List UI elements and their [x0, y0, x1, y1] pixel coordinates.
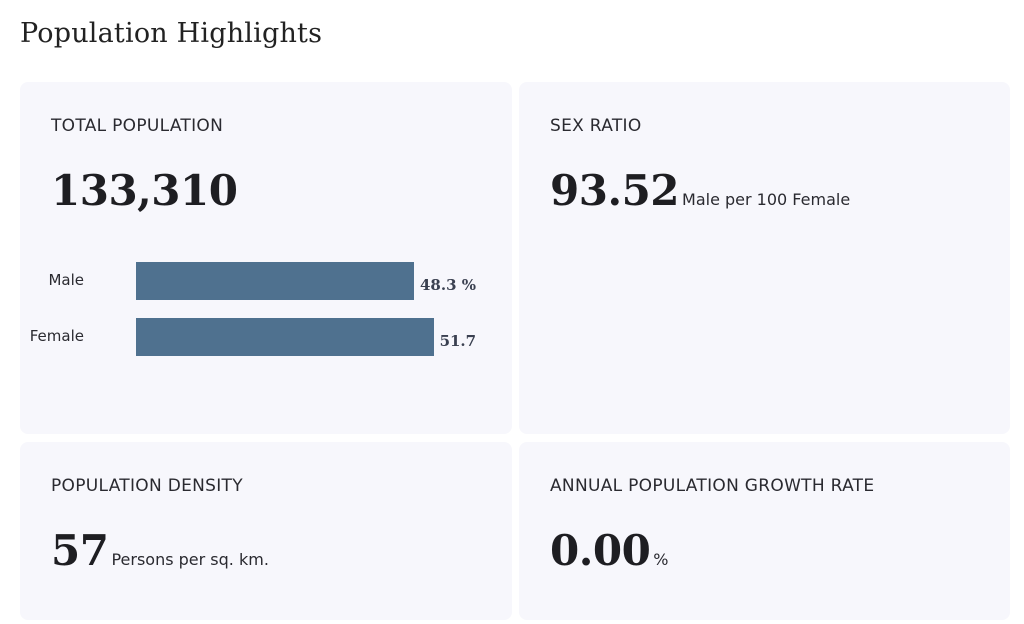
bar-label-male: Male: [48, 271, 84, 289]
sex-ratio-label: SEX RATIO: [550, 116, 642, 136]
gender-bar-chart: Male 48.3 % Female 51.7 %: [20, 252, 512, 372]
bar-female: [136, 318, 434, 356]
growth-rate-unit: %: [653, 550, 669, 569]
population-density-card: POPULATION DENSITY 57 Persons per sq. km…: [20, 442, 512, 620]
growth-rate-value: 0.00: [550, 526, 651, 575]
sex-ratio-card: SEX RATIO 93.52 Male per 100 Female: [519, 82, 1010, 434]
growth-rate-label: ANNUAL POPULATION GROWTH RATE: [550, 476, 875, 496]
sex-ratio-unit: Male per 100 Female: [682, 190, 851, 209]
bar-label-female: Female: [29, 327, 84, 345]
growth-rate-value-row: 0.00 %: [550, 526, 669, 575]
bar-male: [136, 262, 414, 300]
total-population-value: 133,310: [51, 166, 238, 215]
total-population-label: TOTAL POPULATION: [51, 116, 224, 136]
growth-rate-card: ANNUAL POPULATION GROWTH RATE 0.00 %: [519, 442, 1010, 620]
population-density-label: POPULATION DENSITY: [51, 476, 243, 496]
population-density-value: 57: [51, 526, 109, 575]
sex-ratio-value: 93.52: [550, 166, 680, 215]
gender-bar-chart-area: Male 48.3 % Female 51.7 %: [20, 252, 480, 372]
population-density-unit: Persons per sq. km.: [111, 550, 269, 569]
bar-value-label-female: 51.7 %: [439, 332, 480, 350]
sex-ratio-value-row: 93.52 Male per 100 Female: [550, 166, 850, 215]
page-title: Population Highlights: [20, 18, 323, 49]
total-population-card: TOTAL POPULATION 133,310 Male 48.3 % Femal…: [20, 82, 512, 434]
bar-value-label-male: 48.3 %: [420, 276, 477, 294]
total-population-value-row: 133,310: [51, 166, 238, 215]
population-density-value-row: 57 Persons per sq. km.: [51, 526, 269, 575]
bar-row-female: Female 51.7 %: [20, 318, 480, 356]
bar-row-male: Male 48.3 %: [20, 262, 480, 300]
